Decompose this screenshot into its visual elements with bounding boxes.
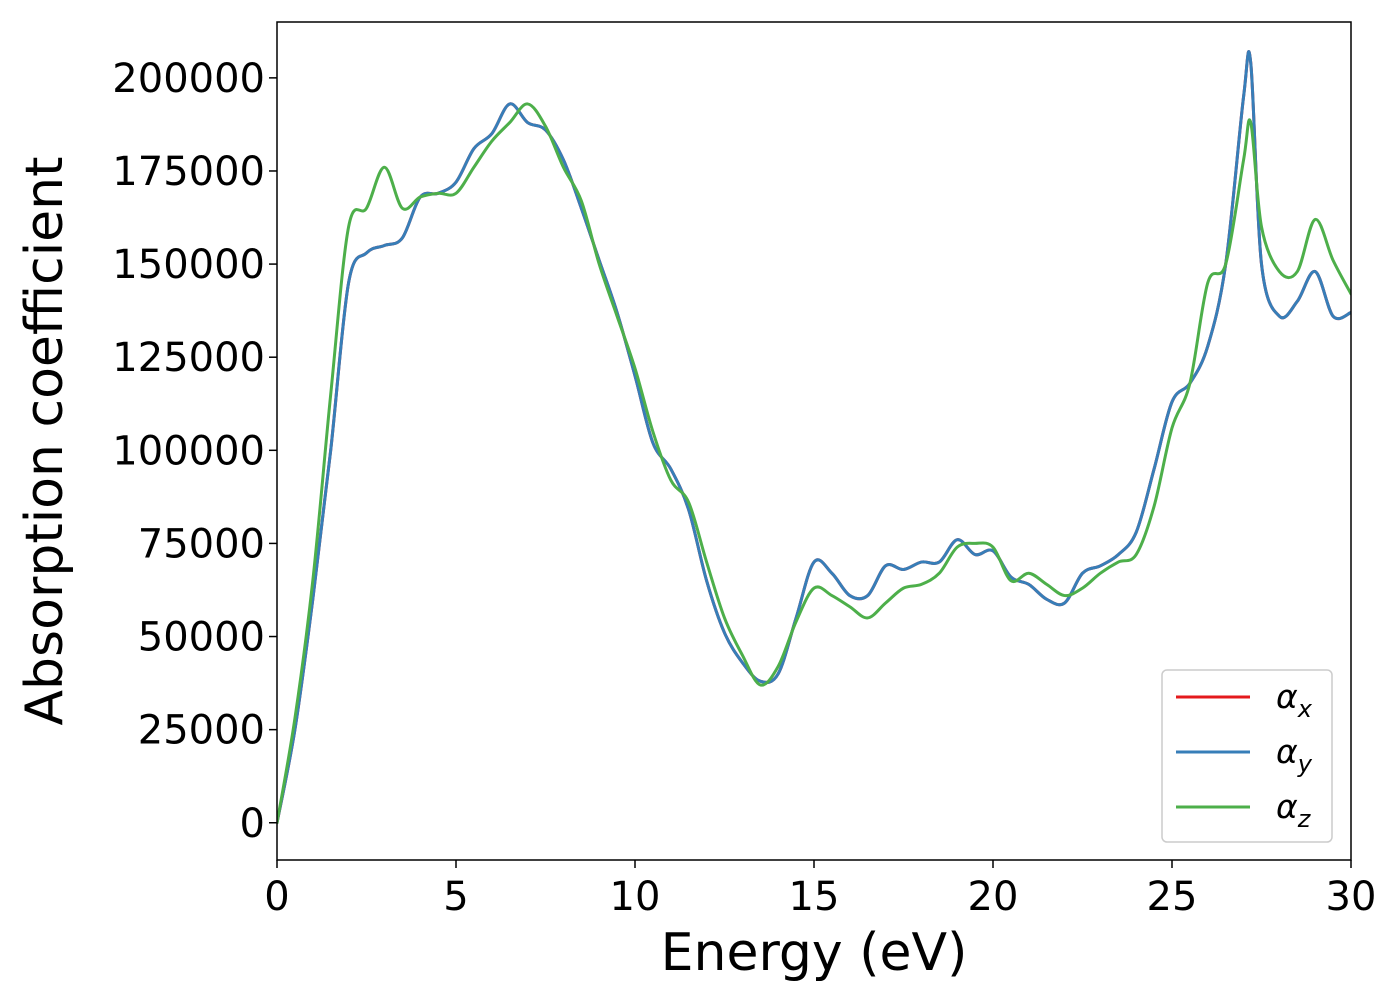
y-tick-label: 25000 [138, 708, 265, 754]
x-tick-label: 5 [443, 874, 468, 920]
x-tick-label: 25 [1147, 874, 1198, 920]
x-tick-label: 10 [610, 874, 661, 920]
y-tick-label: 100000 [112, 428, 265, 474]
legend: αx αy αz [1161, 669, 1333, 843]
x-tick-label: 15 [789, 874, 840, 920]
legend-label-3: αz [1276, 787, 1312, 833]
series-line-3 [277, 102, 1351, 825]
x-tick-label: 0 [264, 874, 289, 920]
y-tick-label: 0 [240, 801, 265, 847]
x-axis-ticks: 0 5 10 15 20 25 30 [264, 860, 1376, 920]
legend-label-2: αy [1276, 732, 1313, 778]
y-tick-label: 125000 [112, 335, 265, 381]
x-tick-label: 20 [968, 874, 1019, 920]
legend-label-1: αx [1276, 677, 1313, 723]
y-tick-label: 75000 [138, 521, 265, 567]
y-tick-label: 175000 [112, 149, 265, 195]
y-axis-label: Absorption coefficient [15, 156, 75, 725]
x-tick-label: 30 [1326, 874, 1377, 920]
y-tick-label: 150000 [112, 242, 265, 288]
legend-box [1161, 669, 1333, 843]
y-axis-ticks: 0 25000 50000 75000 100000 125000 150000 175000… [112, 56, 277, 847]
x-axis-label: Energy (eV) [661, 923, 968, 983]
y-tick-label: 200000 [112, 56, 265, 102]
y-tick-label: 50000 [138, 615, 265, 661]
